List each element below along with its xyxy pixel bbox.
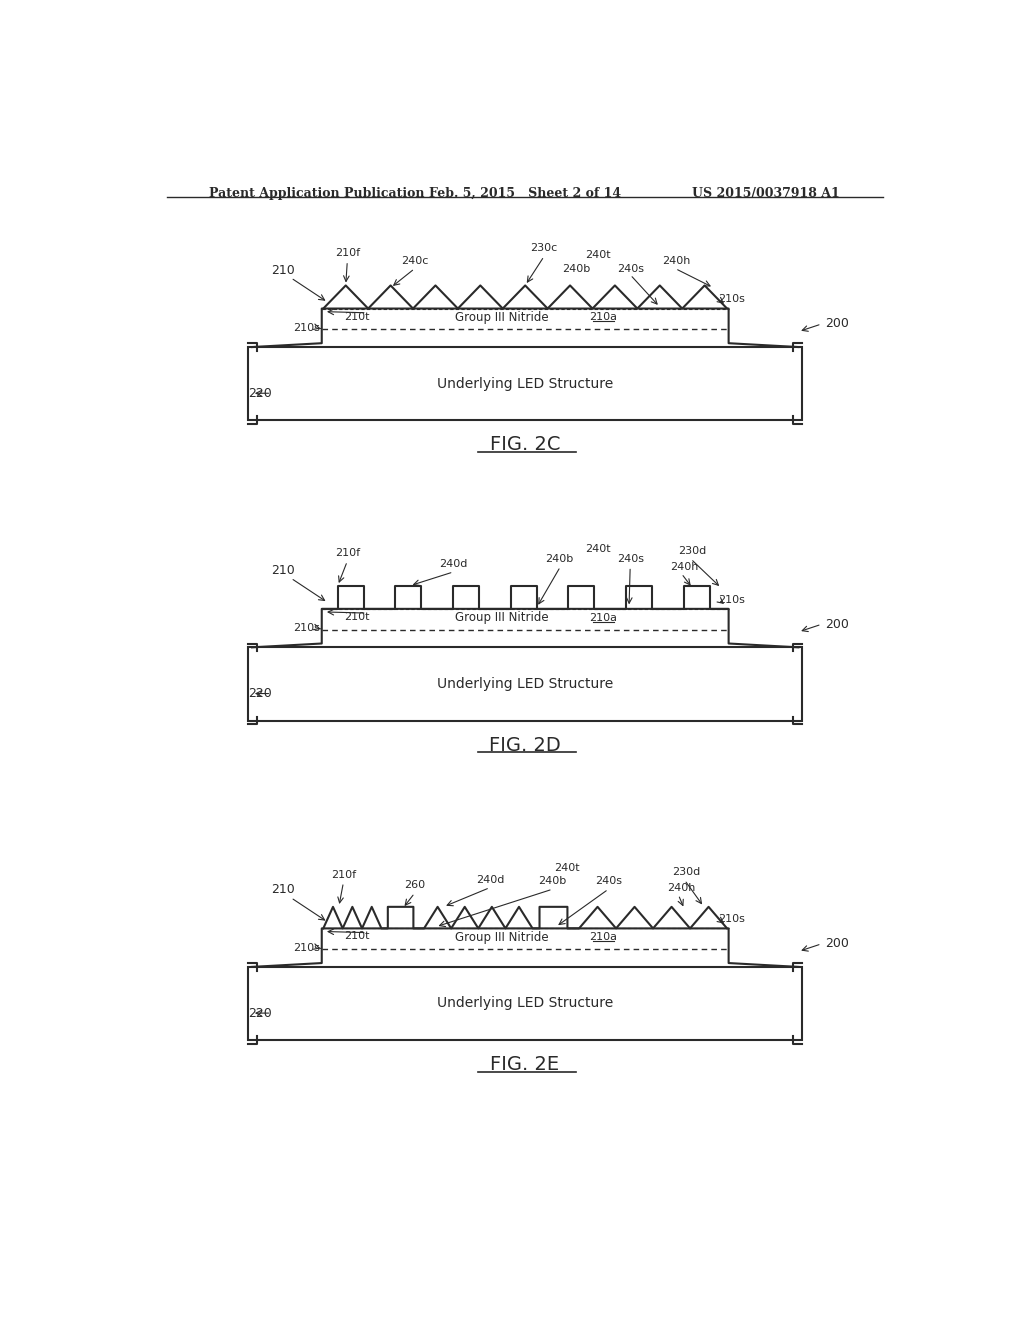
- Text: 210f: 210f: [331, 870, 356, 879]
- Text: Patent Application Publication: Patent Application Publication: [209, 187, 425, 199]
- Text: 210s: 210s: [293, 623, 319, 634]
- Text: 240d: 240d: [439, 560, 468, 569]
- Text: Underlying LED Structure: Underlying LED Structure: [437, 376, 613, 391]
- Text: 240h: 240h: [663, 256, 691, 265]
- Text: 210a: 210a: [589, 932, 616, 942]
- Text: 210s: 210s: [719, 915, 745, 924]
- Text: 240s: 240s: [616, 264, 644, 273]
- Text: 210f: 210f: [335, 548, 359, 558]
- Text: 210: 210: [271, 564, 295, 577]
- Text: 210s: 210s: [719, 294, 745, 305]
- Text: 210t: 210t: [344, 932, 370, 941]
- Text: 230c: 230c: [530, 243, 558, 253]
- Text: 240s: 240s: [616, 554, 644, 564]
- Text: 220: 220: [248, 1007, 271, 1019]
- Text: 210s: 210s: [293, 942, 319, 953]
- Text: US 2015/0037918 A1: US 2015/0037918 A1: [692, 187, 841, 199]
- Text: Group III Nitride: Group III Nitride: [455, 931, 549, 944]
- Text: 220: 220: [248, 387, 271, 400]
- Text: FIG. 2E: FIG. 2E: [490, 1055, 559, 1074]
- Text: 240b: 240b: [539, 876, 567, 887]
- Text: 210f: 210f: [335, 248, 359, 259]
- Text: FIG. 2C: FIG. 2C: [489, 436, 560, 454]
- Text: 260: 260: [404, 880, 425, 890]
- Text: 210t: 210t: [344, 612, 370, 622]
- Text: FIG. 2D: FIG. 2D: [488, 735, 561, 755]
- Text: 230d: 230d: [678, 546, 707, 556]
- Text: 240b: 240b: [562, 264, 590, 273]
- Text: 240c: 240c: [401, 256, 428, 265]
- Text: 240s: 240s: [595, 876, 622, 887]
- Text: 240b: 240b: [546, 554, 573, 564]
- Text: Group III Nitride: Group III Nitride: [455, 611, 549, 624]
- Text: 210s: 210s: [293, 323, 319, 333]
- Text: 210: 210: [271, 883, 295, 896]
- Text: 210: 210: [271, 264, 295, 277]
- Text: 210t: 210t: [344, 312, 370, 322]
- Text: 240h: 240h: [671, 561, 698, 572]
- Text: Underlying LED Structure: Underlying LED Structure: [437, 677, 613, 690]
- Text: Underlying LED Structure: Underlying LED Structure: [437, 997, 613, 1011]
- Text: Feb. 5, 2015   Sheet 2 of 14: Feb. 5, 2015 Sheet 2 of 14: [429, 187, 621, 199]
- Text: 240t: 240t: [555, 863, 581, 874]
- Text: 210a: 210a: [589, 313, 616, 322]
- Text: 240t: 240t: [585, 544, 610, 554]
- Text: 210s: 210s: [719, 594, 745, 605]
- Text: 210a: 210a: [589, 612, 616, 623]
- Text: 240h: 240h: [668, 883, 695, 892]
- Text: 200: 200: [825, 618, 849, 631]
- Text: 220: 220: [248, 686, 271, 700]
- Text: 200: 200: [825, 937, 849, 950]
- Text: 240t: 240t: [585, 249, 610, 260]
- Text: 200: 200: [825, 317, 849, 330]
- Text: Group III Nitride: Group III Nitride: [455, 312, 549, 323]
- Text: 240d: 240d: [476, 875, 504, 884]
- Text: 230d: 230d: [672, 867, 700, 878]
